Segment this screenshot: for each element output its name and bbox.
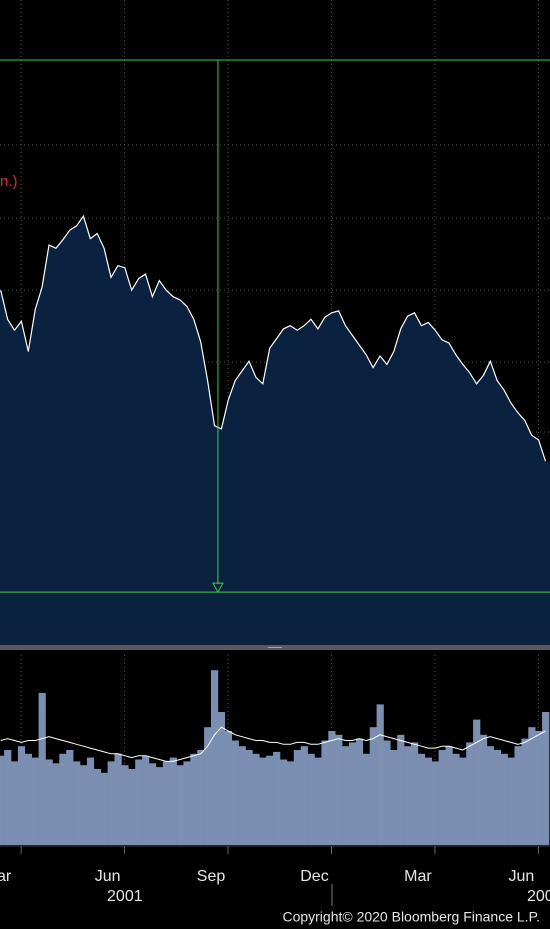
volume-bar xyxy=(93,769,101,845)
volume-bar xyxy=(383,740,391,845)
reference-arrow xyxy=(212,582,224,594)
volume-bar xyxy=(300,746,308,845)
volume-bar xyxy=(314,757,322,845)
volume-bar xyxy=(217,712,226,845)
x-tick-label: Sep xyxy=(197,868,226,885)
volume-bar xyxy=(135,759,143,845)
volume-bar xyxy=(252,753,260,845)
volume-bar xyxy=(493,750,501,845)
volume-bar xyxy=(38,693,46,845)
price-line xyxy=(0,214,547,462)
volume-bar xyxy=(355,738,364,845)
volume-bar xyxy=(417,753,426,845)
volume-bar xyxy=(342,746,350,845)
volume-bar xyxy=(231,740,239,845)
x-tick-label: Jun xyxy=(95,868,121,885)
volume-bar xyxy=(59,753,67,845)
volume-bar xyxy=(535,731,543,845)
volume-bar xyxy=(286,761,295,845)
volume-bar xyxy=(142,755,150,845)
volume-bar xyxy=(80,765,88,845)
volume-bar xyxy=(183,761,191,845)
volume-bar xyxy=(307,753,315,845)
volume-bar xyxy=(169,757,177,845)
volume-bar xyxy=(224,731,232,845)
volume-bar xyxy=(280,759,288,845)
volume-bar xyxy=(445,746,453,845)
x-tick-label: Dec xyxy=(300,868,328,885)
volume-bar xyxy=(528,727,536,845)
volume-bar xyxy=(45,759,53,845)
volume-bar xyxy=(24,753,32,845)
copyright: Copyright© 2020 Bloomberg Finance L.P. xyxy=(282,909,540,925)
volume-bar xyxy=(114,753,122,845)
volume-bar xyxy=(259,757,267,845)
volume-bar xyxy=(452,753,460,845)
volume-bar xyxy=(11,761,19,845)
volume-bar xyxy=(349,742,357,845)
volume-bar xyxy=(31,757,39,845)
volume-bar xyxy=(273,751,281,845)
volume-bar xyxy=(438,750,446,845)
year-label: 200 xyxy=(527,888,550,905)
x-tick-label: Mar xyxy=(404,868,432,885)
x-tick-label: Jun xyxy=(508,868,534,885)
volume-bar xyxy=(369,727,377,845)
volume-bar xyxy=(514,746,522,845)
volume-bar xyxy=(52,763,60,845)
volume-bar xyxy=(328,731,336,845)
volume-bar xyxy=(176,765,184,845)
volume-bar xyxy=(107,761,115,845)
volume-bar xyxy=(266,755,274,845)
volume-bar xyxy=(431,761,439,845)
volume-bar xyxy=(390,750,398,845)
volume-bar xyxy=(397,734,405,845)
volume-bar xyxy=(162,761,170,845)
volume-bar xyxy=(197,750,205,845)
volume-bar xyxy=(480,734,488,845)
area-fill xyxy=(0,216,550,645)
volume-bar xyxy=(521,738,529,845)
volume-bar xyxy=(155,767,164,845)
volume-bar xyxy=(66,750,74,845)
volume-bar xyxy=(100,772,108,845)
volume-bar xyxy=(459,757,467,845)
volume-bar xyxy=(204,727,212,845)
volume-bar xyxy=(190,753,198,845)
volume-bar xyxy=(376,704,384,845)
year-label: 2001 xyxy=(107,888,143,905)
volume-bar xyxy=(486,746,495,845)
volume-bar xyxy=(335,734,343,845)
volume-bar xyxy=(211,670,219,845)
volume-bar xyxy=(86,757,95,845)
volume-bar xyxy=(245,750,253,845)
volume-bar xyxy=(238,746,246,845)
volume-bar xyxy=(404,746,412,845)
volume-bar xyxy=(321,740,329,845)
volume-bar xyxy=(121,765,129,845)
volume-bar xyxy=(4,750,12,845)
volume-bar xyxy=(507,757,515,845)
volume-bar xyxy=(73,761,81,845)
volume-bar xyxy=(424,757,432,845)
volume-bar xyxy=(0,755,5,845)
volume-bar xyxy=(542,712,550,845)
volume-bar xyxy=(17,746,26,845)
volume-bar xyxy=(473,719,481,845)
volume-bar xyxy=(362,753,370,845)
x-tick-label: ar xyxy=(0,868,12,885)
legend-text: n.) xyxy=(0,173,18,190)
volume-bar xyxy=(128,769,136,845)
volume-bar xyxy=(149,763,157,845)
moving-average xyxy=(0,726,546,762)
volume-bar xyxy=(293,750,301,845)
volume-bar xyxy=(411,742,419,845)
volume-bar xyxy=(466,742,474,845)
volume-bar xyxy=(500,753,508,845)
